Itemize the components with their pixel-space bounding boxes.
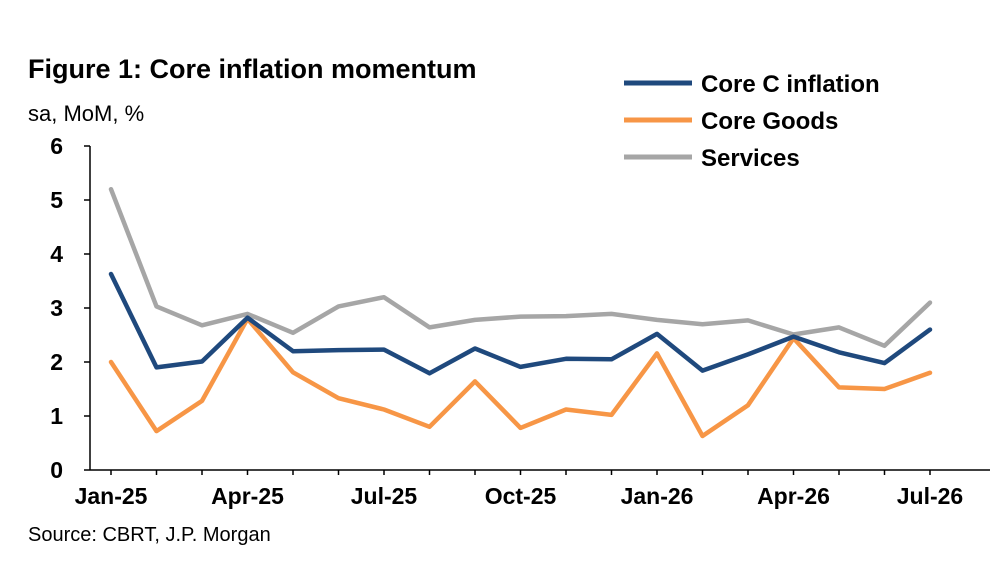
chart-lines [108,186,933,439]
chart-subtitle: sa, MoM, % [28,101,145,126]
x-tick-label: Apr-25 [211,483,284,509]
x-tick-label: Jul-26 [897,483,963,509]
y-tick-label: 6 [50,133,63,159]
chart-title: Figure 1: Core inflation momentum [28,54,477,84]
y-tick-label: 0 [50,457,63,483]
y-tick-label: 3 [50,295,63,321]
legend-label: Services [701,145,800,172]
x-tick-label: Jan-25 [75,483,148,509]
legend-label: Core Goods [701,108,838,135]
x-tick-label: Jan-26 [621,483,694,509]
series-line-services [108,186,933,349]
x-tick-label: Jul-25 [351,483,418,509]
x-tick-label: Oct-25 [485,483,557,509]
x-tick-label: Apr-26 [757,483,830,509]
legend-label: Core C inflation [701,71,880,98]
chart-axes: 0 1 2 3 4 5 6 Jan-25 Apr-25 Jul-25 Oct-25 Jan-26 Apr… [50,133,990,509]
chart-legend: Core C inflation Core Goods Services [624,71,880,172]
chart-source: Source: CBRT, J.P. Morgan [28,524,271,546]
y-tick-label: 2 [50,349,63,375]
y-tick-label: 5 [50,187,63,213]
y-tick-label: 4 [50,241,63,267]
y-tick-label: 1 [50,403,63,429]
series-line-core-c-inflation [108,271,933,376]
series-line-core-goods [108,316,933,439]
